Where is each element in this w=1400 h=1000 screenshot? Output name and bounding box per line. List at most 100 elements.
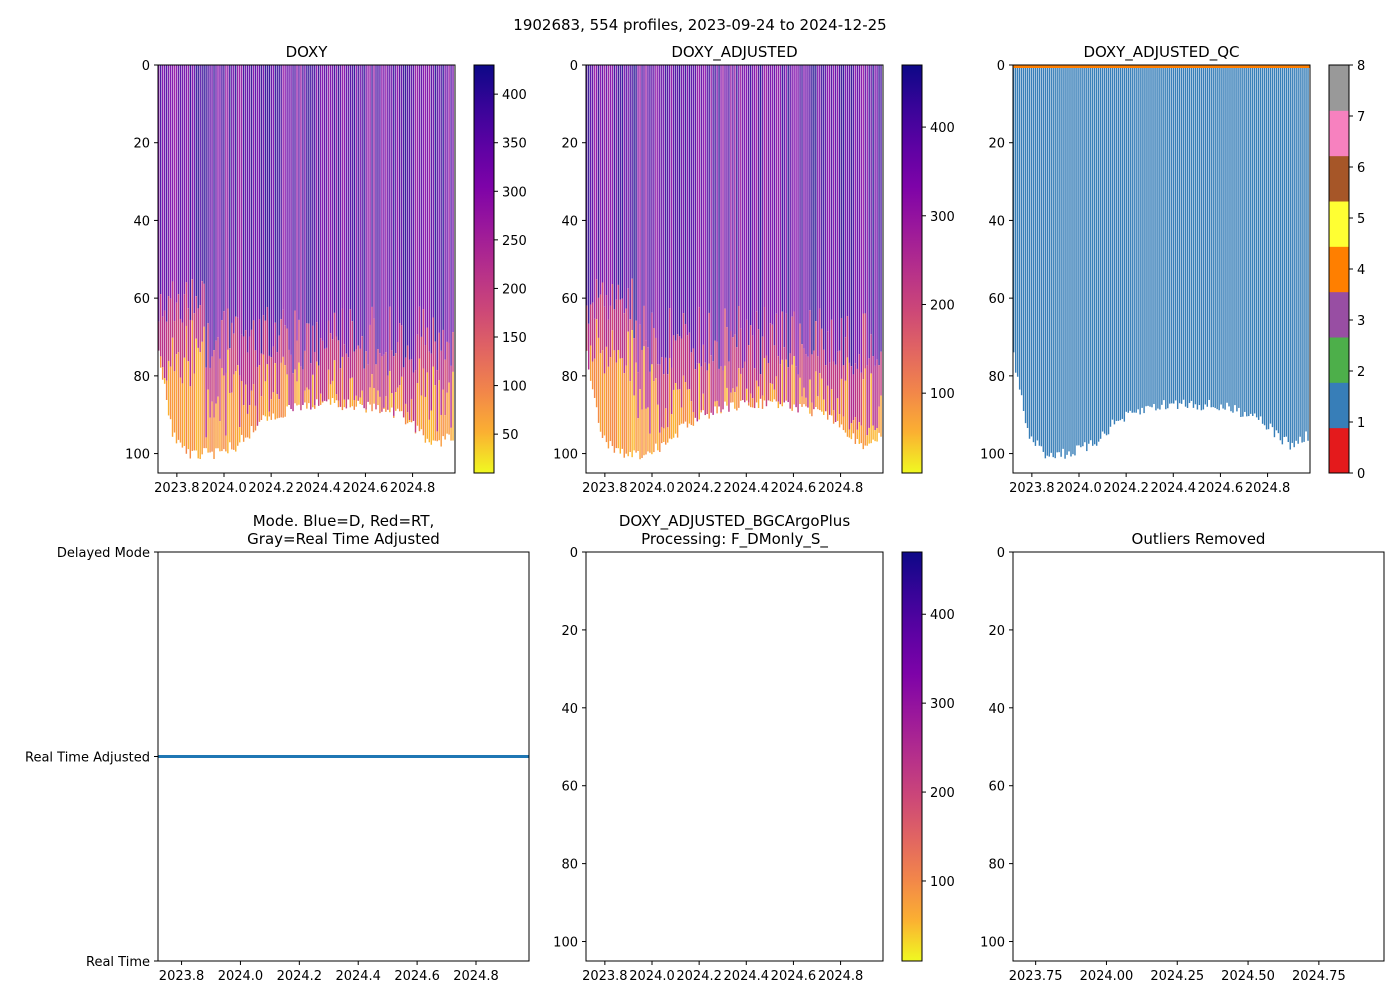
qc-class-8 [1329, 65, 1349, 111]
profile-upper [264, 65, 267, 321]
qc-profile [1137, 65, 1139, 410]
profile-upper [706, 65, 708, 371]
figure-title: 1902683, 554 profiles, 2023-09-24 to 202… [513, 16, 887, 34]
profile-mid [712, 361, 714, 415]
doxy_adjusted_qc-axes: 2023.8 2024.0 2024.2 2024.4 2024.6 2024.8 0 20 4… [980, 59, 1290, 496]
profile-mid [799, 323, 801, 378]
profile-deep [619, 358, 622, 454]
y-tick-label: 40 [988, 702, 1005, 717]
profile-mid [785, 313, 787, 360]
profile-upper [244, 65, 247, 331]
profile-upper [248, 65, 251, 337]
profile-upper [728, 65, 730, 362]
profile-mid [783, 347, 785, 403]
profile-deep [227, 349, 229, 454]
profile-deep [442, 389, 444, 437]
profile-mid [587, 323, 590, 370]
profile-deep [397, 387, 399, 409]
profile-upper [329, 65, 332, 334]
qc-profile [1016, 65, 1019, 377]
profile-deep [830, 389, 833, 416]
profile-upper [286, 65, 288, 329]
qc-profile [1228, 65, 1230, 407]
profile-deep [199, 352, 201, 460]
qc-profile [1194, 65, 1197, 405]
profile-mid [181, 322, 184, 384]
profile-upper [159, 65, 162, 295]
profile-mid [728, 361, 730, 412]
profile-mid [876, 359, 878, 429]
x-tick-label: 2024.4 [724, 481, 770, 496]
profile-upper [339, 65, 342, 369]
colorbar-tick-label: 100 [930, 875, 955, 890]
profile-deep [631, 330, 633, 458]
profile-deep [832, 410, 835, 424]
profile-mid [219, 358, 221, 422]
profile-upper [391, 65, 393, 351]
profile-mid [347, 357, 350, 400]
profile-mid [280, 319, 282, 363]
profile-upper [880, 65, 882, 352]
colorbar-tick-label: 100 [502, 380, 527, 395]
x-tick-label: 2024.50 [1221, 969, 1275, 984]
profile-upper [367, 65, 369, 365]
profile-upper [395, 65, 397, 354]
x-tick-label: 2024.4 [296, 481, 342, 496]
profile-deep [836, 398, 839, 421]
profile-upper [787, 65, 789, 368]
profile-upper [745, 65, 748, 320]
qc-profile [1196, 65, 1199, 410]
profile-mid [692, 348, 695, 413]
profile-deep [314, 405, 316, 409]
doxy-axes: 2023.8 2024.0 2024.2 2024.4 2024.6 2024.8 0 20 4… [125, 59, 435, 496]
profile-upper [314, 65, 316, 352]
profile-mid [442, 329, 444, 390]
profile-upper [343, 65, 346, 345]
bgcargoplus-colorbar [902, 552, 922, 961]
profile-deep [653, 381, 655, 453]
profile-mid [599, 294, 602, 354]
qc-profile [1026, 65, 1029, 428]
profile-upper [256, 65, 259, 368]
profile-upper [611, 65, 614, 285]
profile-upper [708, 65, 710, 313]
profile-mid [710, 355, 712, 413]
profile-upper [759, 65, 762, 375]
profile-mid [609, 305, 612, 358]
profile-upper [791, 65, 793, 317]
profile-deep [617, 349, 620, 449]
profile-deep [651, 364, 653, 455]
profile-upper [872, 65, 874, 357]
profile-mid [775, 313, 778, 377]
profile-mid [395, 353, 397, 393]
profile-deep [209, 417, 211, 453]
profile-deep [238, 427, 241, 443]
profile-upper [591, 65, 594, 303]
profile-deep [298, 362, 300, 405]
profile-upper [341, 65, 344, 309]
qc-profile [1054, 65, 1056, 459]
profile-mid [722, 370, 724, 410]
profile-upper [613, 65, 616, 310]
profile-mid [617, 284, 620, 350]
profile-upper [227, 65, 229, 309]
qc-profile [1133, 65, 1135, 413]
x-tick-label: 2024.4 [335, 969, 381, 984]
profile-mid [371, 306, 373, 375]
profile-deep [278, 399, 280, 418]
profile-upper [666, 65, 669, 375]
x-tick-label: 2023.75 [1009, 969, 1063, 984]
profile-mid [674, 340, 677, 384]
profile-mid [379, 353, 381, 397]
profile-deep [621, 358, 623, 449]
profile-upper [412, 65, 415, 373]
profile-deep [165, 380, 168, 400]
profile-deep [361, 390, 363, 405]
profile-deep [351, 377, 354, 407]
profile-upper [718, 65, 720, 369]
profile-deep [801, 396, 803, 407]
profile-mid [688, 332, 691, 390]
doxy_adjusted-frame [585, 64, 884, 474]
profile-upper [680, 65, 683, 339]
profile-upper [801, 65, 803, 345]
